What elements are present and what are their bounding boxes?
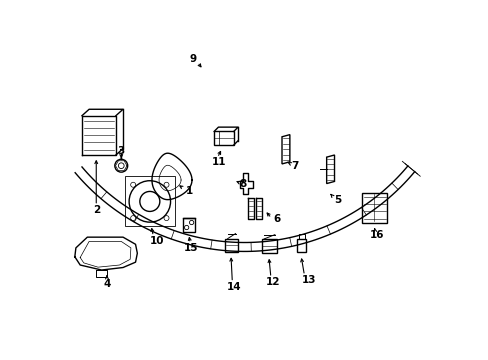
Text: 11: 11 (212, 157, 226, 167)
Text: 1: 1 (185, 186, 192, 196)
Text: 6: 6 (272, 214, 280, 224)
Text: 15: 15 (183, 243, 198, 253)
Text: 10: 10 (149, 236, 164, 246)
Text: 7: 7 (290, 161, 298, 171)
Text: 14: 14 (226, 282, 241, 292)
Text: 13: 13 (301, 275, 315, 285)
Text: 12: 12 (265, 277, 280, 287)
Text: 8: 8 (239, 179, 246, 189)
Text: 3: 3 (118, 147, 124, 157)
Text: 4: 4 (103, 279, 110, 289)
Text: 16: 16 (368, 230, 383, 240)
Text: 2: 2 (92, 205, 100, 215)
Text: 9: 9 (189, 54, 196, 64)
Text: 5: 5 (333, 195, 340, 204)
